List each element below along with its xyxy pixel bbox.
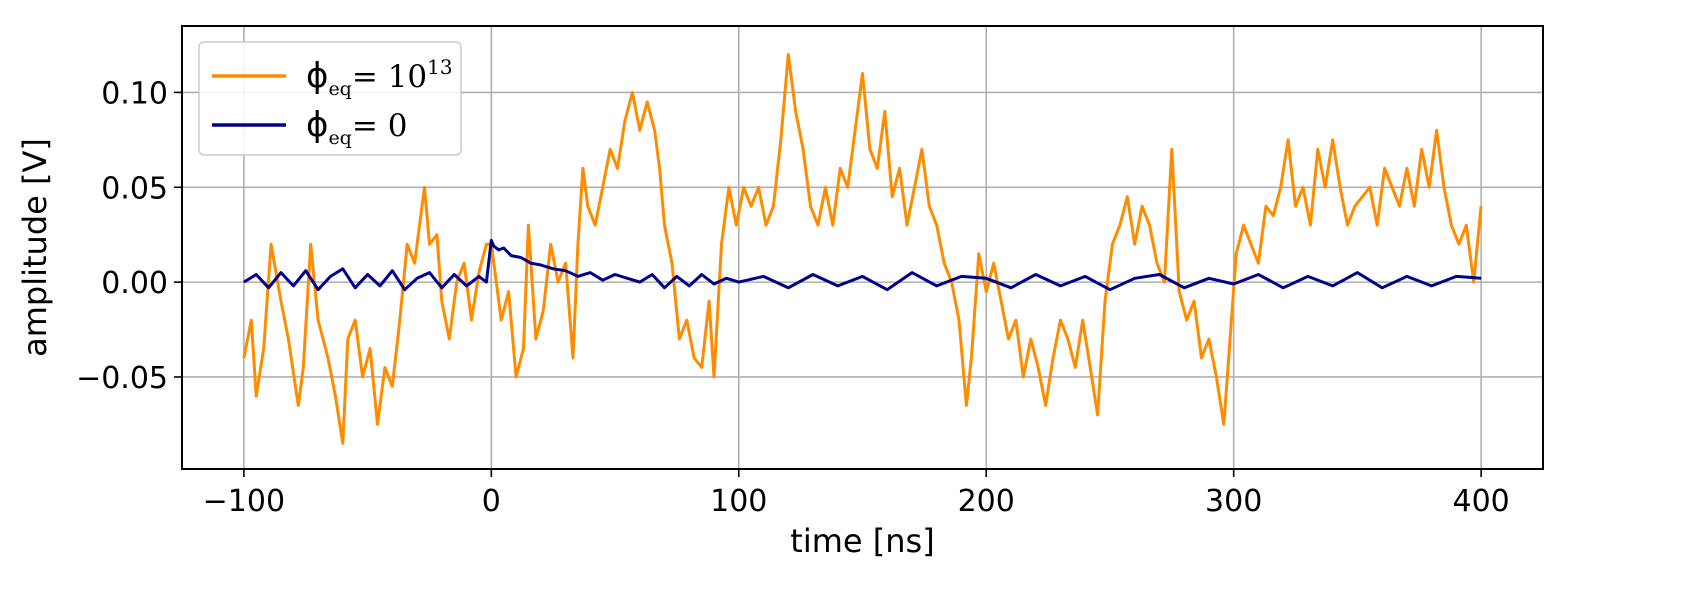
- legend-superscript: 13: [427, 55, 452, 79]
- y-tick-label: 0.10: [101, 76, 168, 111]
- x-axis-label: time [ns]: [790, 522, 934, 560]
- x-tick-label: 100: [710, 484, 767, 519]
- x-tick-label: 0: [482, 484, 501, 519]
- x-tick-label: 300: [1205, 484, 1262, 519]
- y-axis-label: amplitude [V]: [16, 138, 54, 357]
- ticks: [174, 91, 1482, 477]
- x-tick-label: −100: [203, 484, 285, 519]
- legend-equals: = 0: [352, 108, 408, 144]
- legend-symbol: ϕ: [306, 56, 328, 96]
- legend-subscript: eq: [328, 127, 351, 149]
- y-tick-label: 0.00: [101, 266, 168, 301]
- legend-symbol: ϕ: [306, 105, 328, 145]
- legend: ϕeq= 1013 ϕeq= 0: [198, 41, 462, 156]
- series-line-1: [243, 238, 1482, 292]
- legend-label-phi-1e13: ϕeq= 1013: [306, 55, 453, 100]
- series-layer: [242, 53, 1483, 445]
- legend-label-phi-0: ϕeq= 0: [306, 105, 407, 149]
- y-tick-label: −0.05: [76, 361, 168, 396]
- plot-frame: [181, 25, 1544, 470]
- series-line-0: [242, 53, 1483, 445]
- tick-labels: −100 0 100 200 300 400 −0.05 0.00 0.05 0.10: [76, 76, 1510, 519]
- x-tick-label: 400: [1453, 484, 1510, 519]
- x-tick-label: 200: [958, 484, 1015, 519]
- y-tick-label: 0.05: [101, 171, 168, 206]
- legend-equals: = 10: [352, 59, 427, 95]
- legend-subscript: eq: [328, 78, 351, 100]
